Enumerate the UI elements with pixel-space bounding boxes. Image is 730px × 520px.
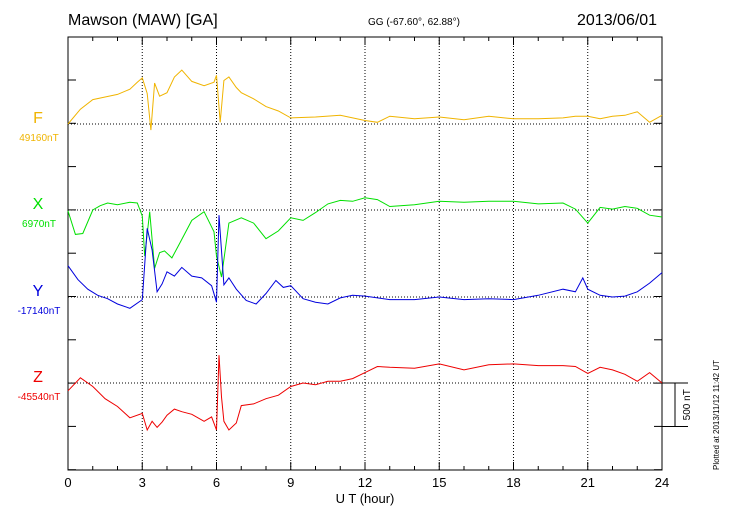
x-tick-label-9: 9 bbox=[287, 475, 294, 490]
x-tick-label-12: 12 bbox=[358, 475, 372, 490]
series-line-Y bbox=[67, 215, 663, 309]
x-tick-label-6: 6 bbox=[213, 475, 220, 490]
x-tick-label-15: 15 bbox=[432, 475, 446, 490]
series-line-Z bbox=[67, 355, 663, 432]
baseline-label-Z: -45540nT bbox=[18, 392, 61, 403]
series-line-X bbox=[67, 197, 663, 278]
x-tick-label-18: 18 bbox=[506, 475, 520, 490]
station-title: Mawson (MAW) [GA] bbox=[68, 12, 218, 29]
x-axis-label: U T (hour) bbox=[336, 491, 395, 506]
plotted-note: Plotted at 2013/11/12 11:42 UT bbox=[712, 359, 721, 470]
x-tick-label-0: 0 bbox=[64, 475, 71, 490]
series-label-X: X bbox=[33, 196, 44, 213]
x-tick-label-21: 21 bbox=[581, 475, 595, 490]
date-label: 2013/06/01 bbox=[577, 12, 658, 29]
series-label-Z: Z bbox=[33, 369, 43, 386]
x-tick-label-24: 24 bbox=[655, 475, 669, 490]
series-label-F: F bbox=[33, 110, 43, 127]
scale-bar-label: 500 nT bbox=[682, 389, 693, 420]
baseline-label-X: 6970nT bbox=[22, 219, 56, 230]
series-line-F bbox=[67, 69, 663, 131]
series-label-Y: Y bbox=[33, 283, 44, 300]
baseline-label-Y: -17140nT bbox=[18, 306, 61, 317]
x-tick-label-3: 3 bbox=[139, 475, 146, 490]
coordinates-label: GG (-67.60°, 62.88°) bbox=[368, 17, 460, 28]
baseline-label-F: 49160nT bbox=[19, 133, 58, 144]
